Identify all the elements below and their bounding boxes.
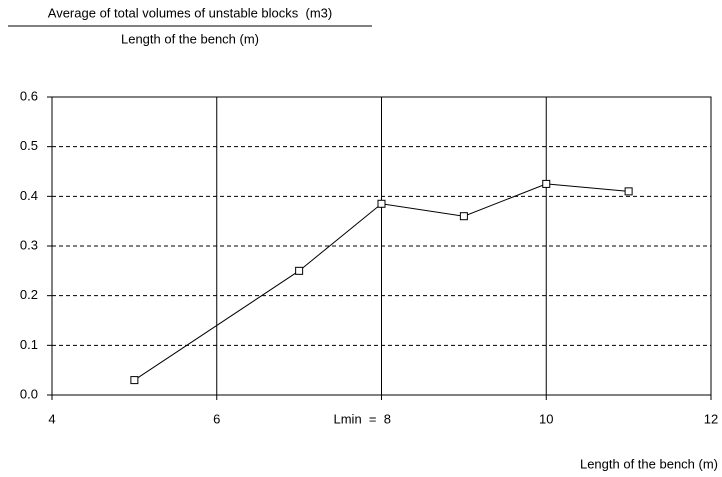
y-tick-label: 0.0 — [20, 386, 38, 401]
y-tick-label: 0.4 — [20, 188, 38, 203]
point-marker — [295, 266, 304, 275]
point-marker — [130, 376, 139, 385]
point-marker — [377, 199, 386, 208]
y-tick-label: 0.2 — [20, 287, 38, 302]
point-marker — [624, 187, 633, 196]
y-tick-label: 0.5 — [20, 138, 38, 153]
x-tick-label: 4 — [48, 411, 55, 426]
y-tick-label: 0.3 — [20, 237, 38, 252]
plot-frame — [51, 96, 712, 396]
y-label-denominator: Length of the bench (m) — [121, 31, 259, 46]
x-tick-label: 12 — [704, 411, 718, 426]
x-tick-label: 6 — [213, 411, 220, 426]
y-label-numerator: Average of total volumes of unstable blo… — [48, 5, 332, 20]
y-tick-label: 0.6 — [20, 88, 38, 103]
series-line — [134, 183, 629, 381]
point-marker — [459, 212, 468, 221]
x-axis-label: Length of the bench (m) — [580, 456, 718, 471]
x-tick-label: 10 — [539, 411, 553, 426]
point-marker — [542, 179, 551, 188]
y-tick-label: 0.1 — [20, 337, 38, 352]
x-tick-label: Lmin = 8 — [334, 411, 391, 426]
